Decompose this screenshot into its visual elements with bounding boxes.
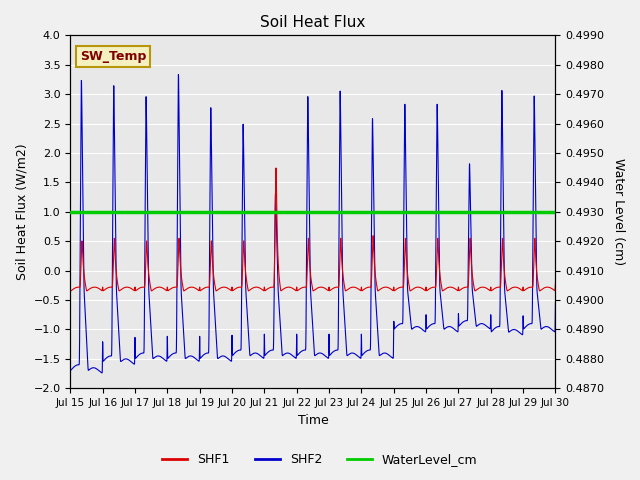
Y-axis label: Water Level (cm): Water Level (cm): [612, 158, 625, 265]
Title: Soil Heat Flux: Soil Heat Flux: [260, 15, 365, 30]
X-axis label: Time: Time: [298, 414, 328, 427]
Text: SW_Temp: SW_Temp: [80, 50, 147, 63]
Y-axis label: Soil Heat Flux (W/m2): Soil Heat Flux (W/m2): [15, 144, 28, 280]
Legend: SHF1, SHF2, WaterLevel_cm: SHF1, SHF2, WaterLevel_cm: [157, 448, 483, 471]
